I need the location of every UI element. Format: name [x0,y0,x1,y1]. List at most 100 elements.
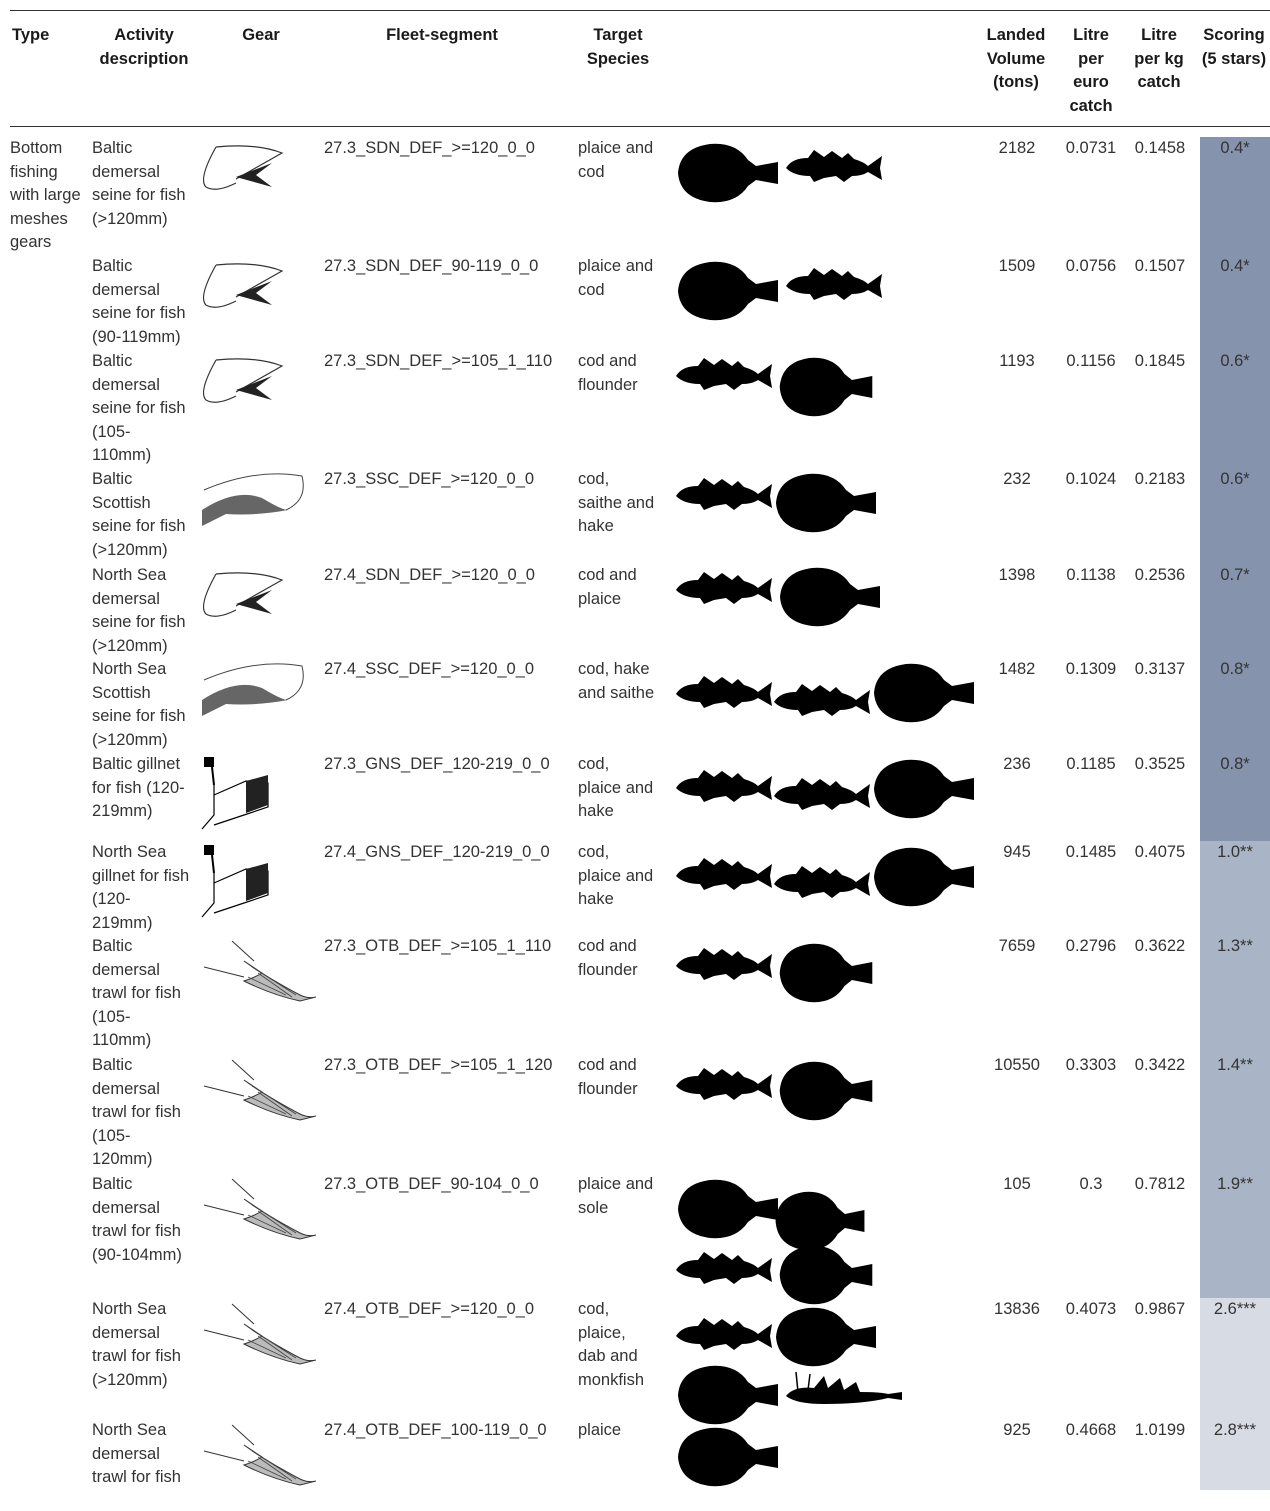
sole-icon [772,1188,868,1254]
litre-per-euro: 0.1485 [1065,843,1117,861]
score-band [1200,564,1270,658]
litre-per-euro: 0.1156 [1066,352,1116,370]
target-species: cod, plaice and hake [578,843,654,908]
cod-icon [674,354,774,394]
litre-per-euro: 0.4073 [1065,1300,1117,1318]
landed-volume: 236 [1003,755,1031,773]
target-species: plaice [578,1421,622,1439]
cod-icon [674,672,774,712]
score-band [1200,935,1270,1054]
score-band [1200,137,1270,255]
fleet-segment: 27.3_SDN_DEF_>=105_1_110 [324,352,553,370]
litre-per-euro: 0.1185 [1066,755,1116,773]
trawl-icon [196,1421,316,1511]
score-value: 0.6* [1220,470,1250,488]
score-band [1200,1173,1270,1298]
landed-volume: 232 [1003,470,1031,488]
seine-icon [196,257,316,347]
target-species: plaice and cod [578,257,654,299]
gillnet-icon [196,843,316,933]
hake-icon [772,774,872,814]
score-value: 0.4* [1220,139,1250,157]
fleet-segment: 27.3_SSC_DEF_>=120_0_0 [324,470,535,488]
litre-per-euro: 0.3 [1079,1175,1103,1193]
litre-per-kg: 0.4075 [1134,843,1186,861]
activity-description: Baltic demersal trawl for fish (90-104mm… [92,1175,182,1264]
flatfish-icon [674,1176,782,1242]
score-band [1200,658,1270,753]
litre-per-kg: 1.0199 [1134,1421,1186,1439]
trawl-icon [196,937,316,1027]
score-value: 2.6*** [1213,1300,1257,1318]
litre-per-kg: 0.1507 [1134,257,1186,275]
target-species: cod, plaice and hake [578,755,654,820]
target-species: cod, plaice, dab and monkfish [578,1300,645,1389]
litre-per-euro: 0.0756 [1065,257,1117,275]
litre-per-kg: 0.2183 [1134,470,1186,488]
flatfish-icon [674,140,782,206]
trawl-icon [196,1300,316,1390]
cod-icon [784,146,884,186]
target-species: cod and flounder [578,352,638,394]
score-band [1200,350,1270,468]
landed-volume: 945 [1003,843,1031,861]
score-value: 1.9** [1217,1175,1253,1193]
landed-volume: 1193 [999,352,1035,370]
flatfish-icon [870,844,978,910]
landed-volume: 13836 [994,1300,1040,1318]
target-species: cod and plaice [578,566,637,608]
hake-icon [772,862,872,902]
activity-description: Baltic demersal seine for fish (105- 110… [92,352,186,464]
score-band [1200,1298,1270,1419]
table-header: Type Activity description Gear Fleet-seg… [0,24,1270,124]
flatfish-icon [870,660,978,726]
header-gear: Gear [242,26,280,44]
flatfish-icon [674,258,782,324]
type-label: Bottom fishing with large meshes gears [10,139,81,251]
score-value: 2.8*** [1213,1421,1257,1439]
hake-icon [772,680,872,720]
litre-per-euro: 0.1309 [1065,660,1117,678]
activity-description: North Sea demersal trawl for fish [92,1421,181,1486]
fleet-segment: 27.4_OTB_DEF_100-119_0_0 [324,1421,547,1439]
fleet-segment: 27.3_OTB_DEF_>=105_1_120 [324,1056,553,1074]
flounder-icon [776,354,876,420]
scottish-seine-icon [196,470,316,560]
score-value: 1.0** [1217,843,1253,861]
score-band [1200,841,1270,935]
score-band [1200,1054,1270,1173]
cod-icon [674,854,774,894]
activity-description: North Sea demersal trawl for fish (>120m… [92,1300,181,1389]
activity-description: North Sea gillnet for fish (120- 219mm) [92,843,190,932]
fleet-segment: 27.3_GNS_DEF_120-219_0_0 [324,755,550,773]
top-rule [10,10,1270,11]
litre-per-kg: 0.3422 [1134,1056,1186,1074]
header-fleet-segment: Fleet-segment [386,26,498,44]
gillnet-icon [196,755,316,845]
flounder-icon [776,940,876,1006]
landed-volume: 7659 [998,937,1036,955]
litre-per-euro: 0.1024 [1065,470,1117,488]
landed-volume: 1482 [998,660,1036,678]
target-species: cod and flounder [578,1056,638,1098]
header-type: Type [12,26,50,44]
header-rule [10,126,1270,127]
monkfish-icon [784,1368,904,1408]
header-scoring: Scoring (5 stars) [1201,26,1267,68]
fleet-segment: 27.3_SDN_DEF_90-119_0_0 [324,257,539,275]
activity-description: Baltic Scottish seine for fish (>120mm) [92,470,186,559]
activity-description: Baltic demersal seine for fish (>120mm) [92,139,186,228]
flounder-icon [776,1242,876,1308]
activity-description: North Sea demersal seine for fish (>120m… [92,566,186,655]
target-species: cod, saithe and hake [578,470,655,535]
target-species: plaice and sole [578,1175,654,1217]
fleet-segment: 27.4_SSC_DEF_>=120_0_0 [324,660,535,678]
flounder-icon [776,1058,876,1124]
seine-icon [196,566,316,656]
litre-per-kg: 0.1458 [1134,139,1186,157]
litre-per-kg: 0.3622 [1134,937,1186,955]
score-value: 0.6* [1220,352,1250,370]
activity-description: Baltic demersal trawl for fish (105- 120… [92,1056,181,1168]
landed-volume: 1398 [998,566,1036,584]
score-band [1200,468,1270,564]
